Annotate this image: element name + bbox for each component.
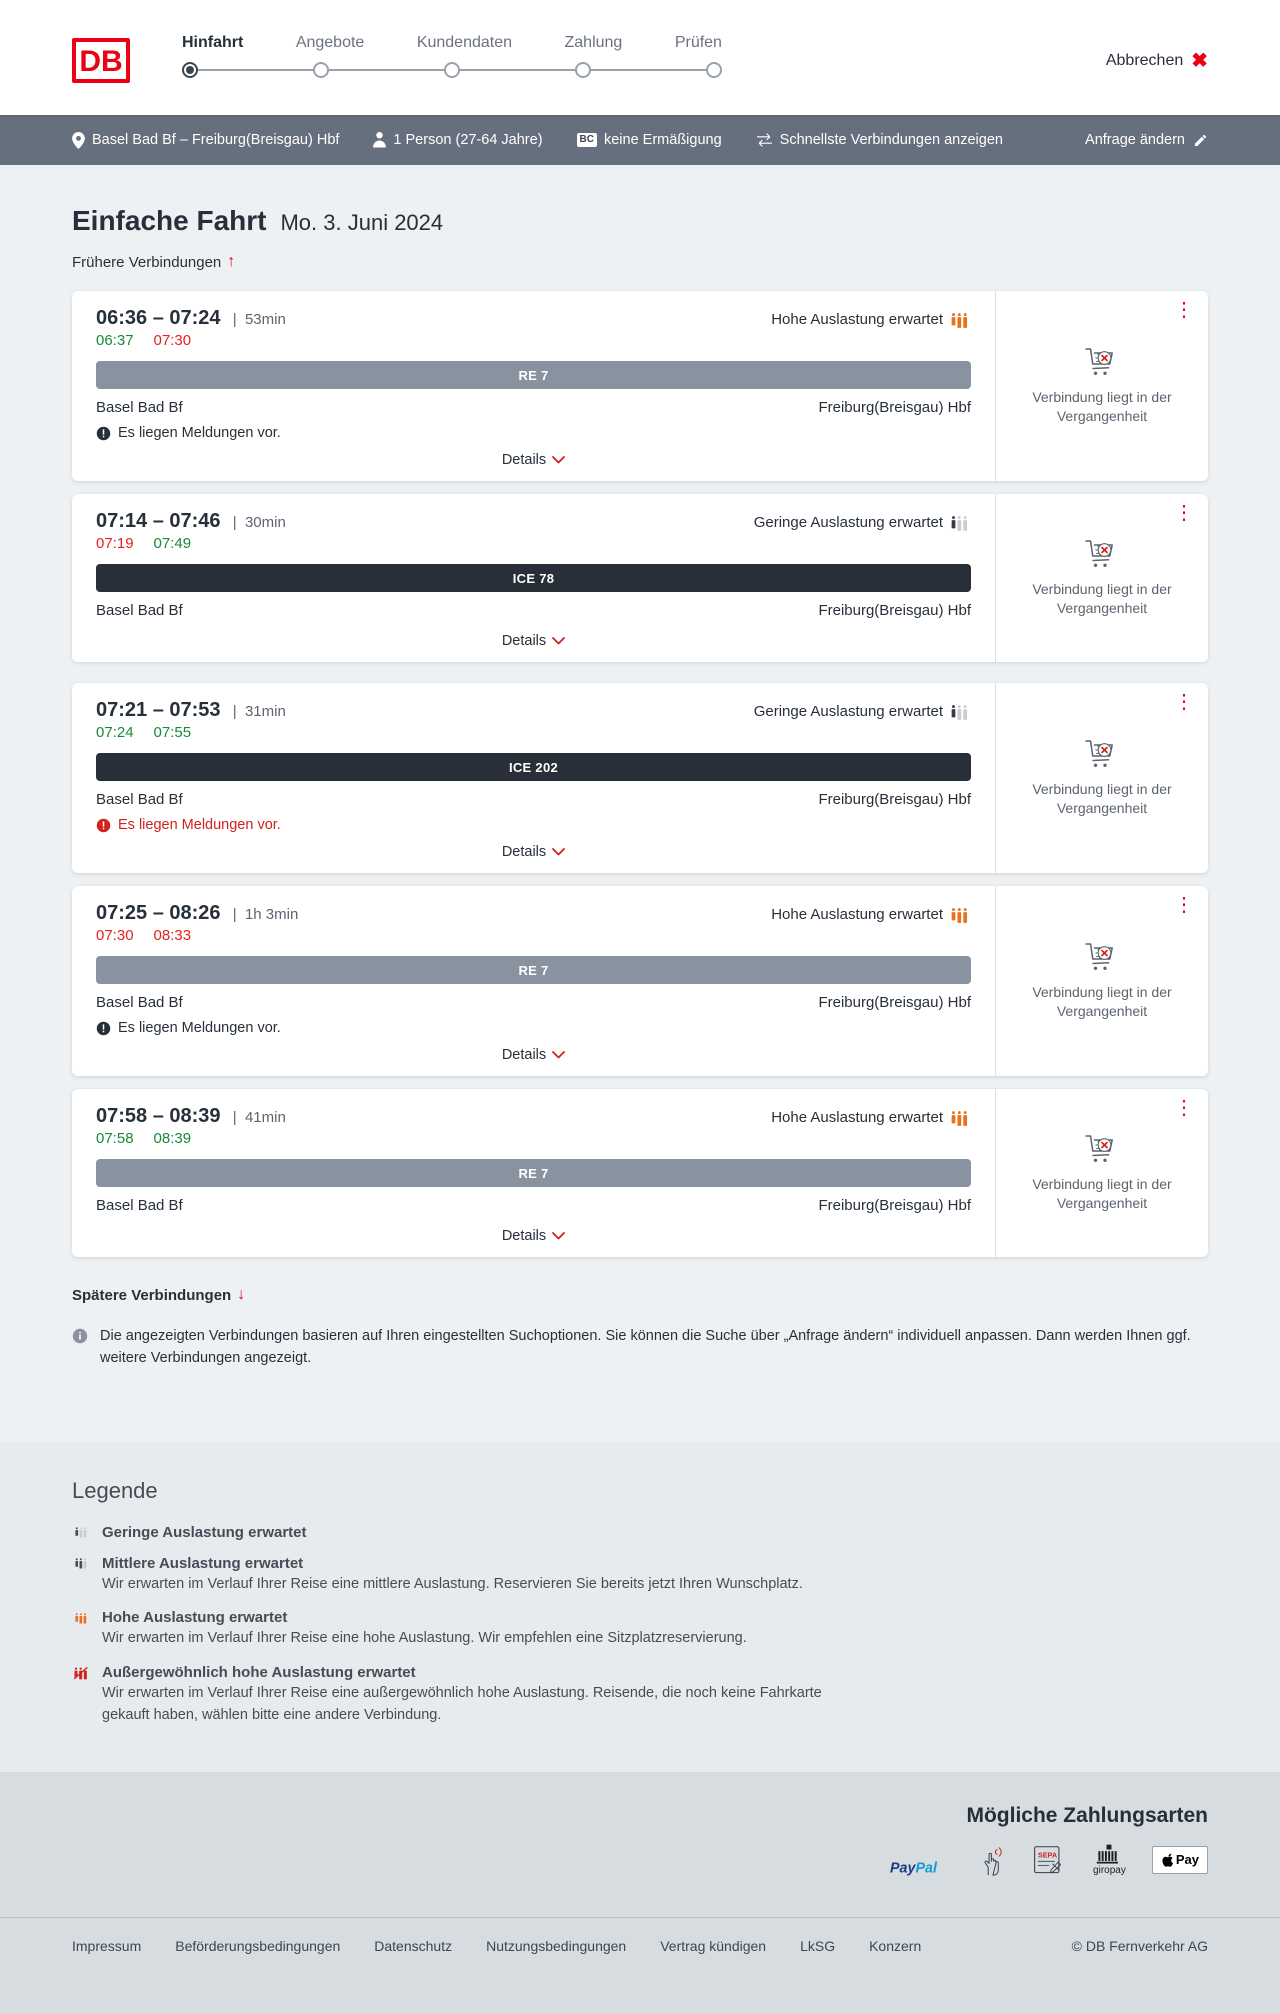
svg-text:PayPal: PayPal — [890, 1860, 938, 1875]
svg-text:SEPA: SEPA — [1038, 1850, 1058, 1859]
svg-text:DB: DB — [79, 45, 122, 78]
